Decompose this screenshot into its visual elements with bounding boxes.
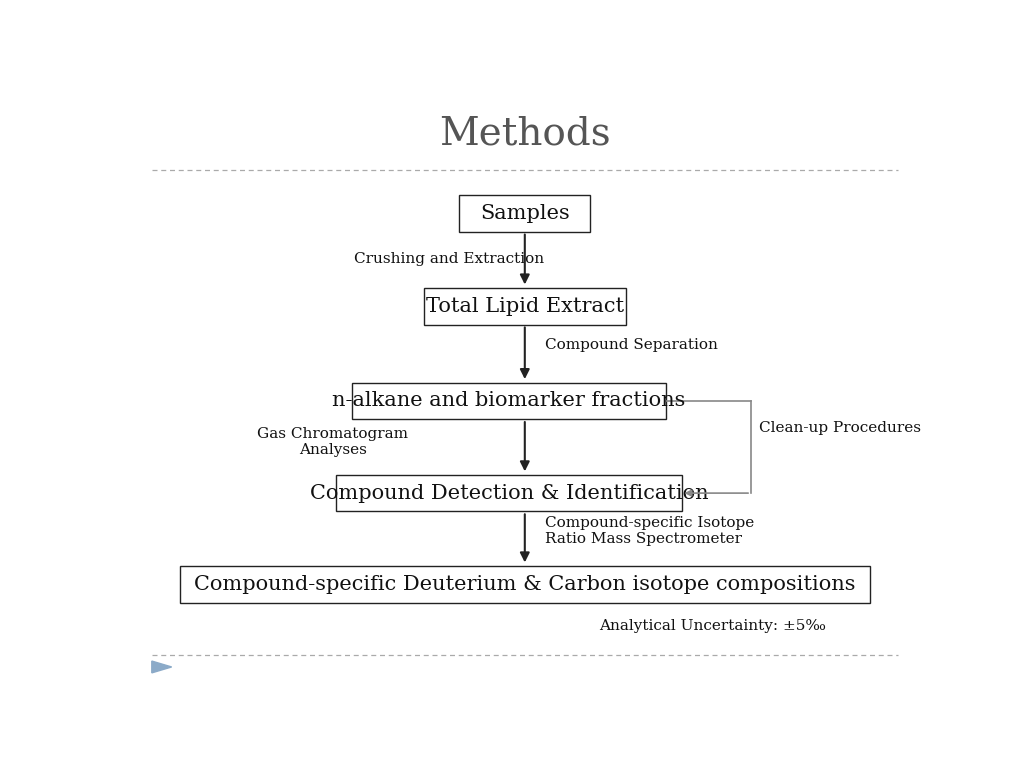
Text: Crushing and Extraction: Crushing and Extraction: [354, 252, 545, 266]
Text: Compound Separation: Compound Separation: [545, 338, 718, 353]
Text: Clean-up Procedures: Clean-up Procedures: [759, 421, 921, 435]
FancyBboxPatch shape: [336, 475, 682, 511]
Text: Compound Detection & Identification: Compound Detection & Identification: [309, 484, 709, 502]
FancyBboxPatch shape: [424, 288, 626, 325]
Text: Total Lipid Extract: Total Lipid Extract: [426, 296, 624, 316]
FancyBboxPatch shape: [352, 382, 666, 419]
Text: Samples: Samples: [480, 204, 569, 223]
Text: Analytical Uncertainty: ±5‰: Analytical Uncertainty: ±5‰: [599, 618, 826, 633]
Text: Compound-specific Isotope
Ratio Mass Spectrometer: Compound-specific Isotope Ratio Mass Spe…: [545, 516, 754, 546]
FancyBboxPatch shape: [460, 195, 590, 232]
Text: Methods: Methods: [439, 115, 610, 152]
Text: Compound-specific Deuterium & Carbon isotope compositions: Compound-specific Deuterium & Carbon iso…: [195, 574, 855, 594]
FancyBboxPatch shape: [179, 566, 870, 603]
Polygon shape: [152, 661, 172, 673]
Text: Gas Chromatogram
Analyses: Gas Chromatogram Analyses: [257, 427, 409, 458]
Text: n-alkane and biomarker fractions: n-alkane and biomarker fractions: [332, 392, 686, 410]
